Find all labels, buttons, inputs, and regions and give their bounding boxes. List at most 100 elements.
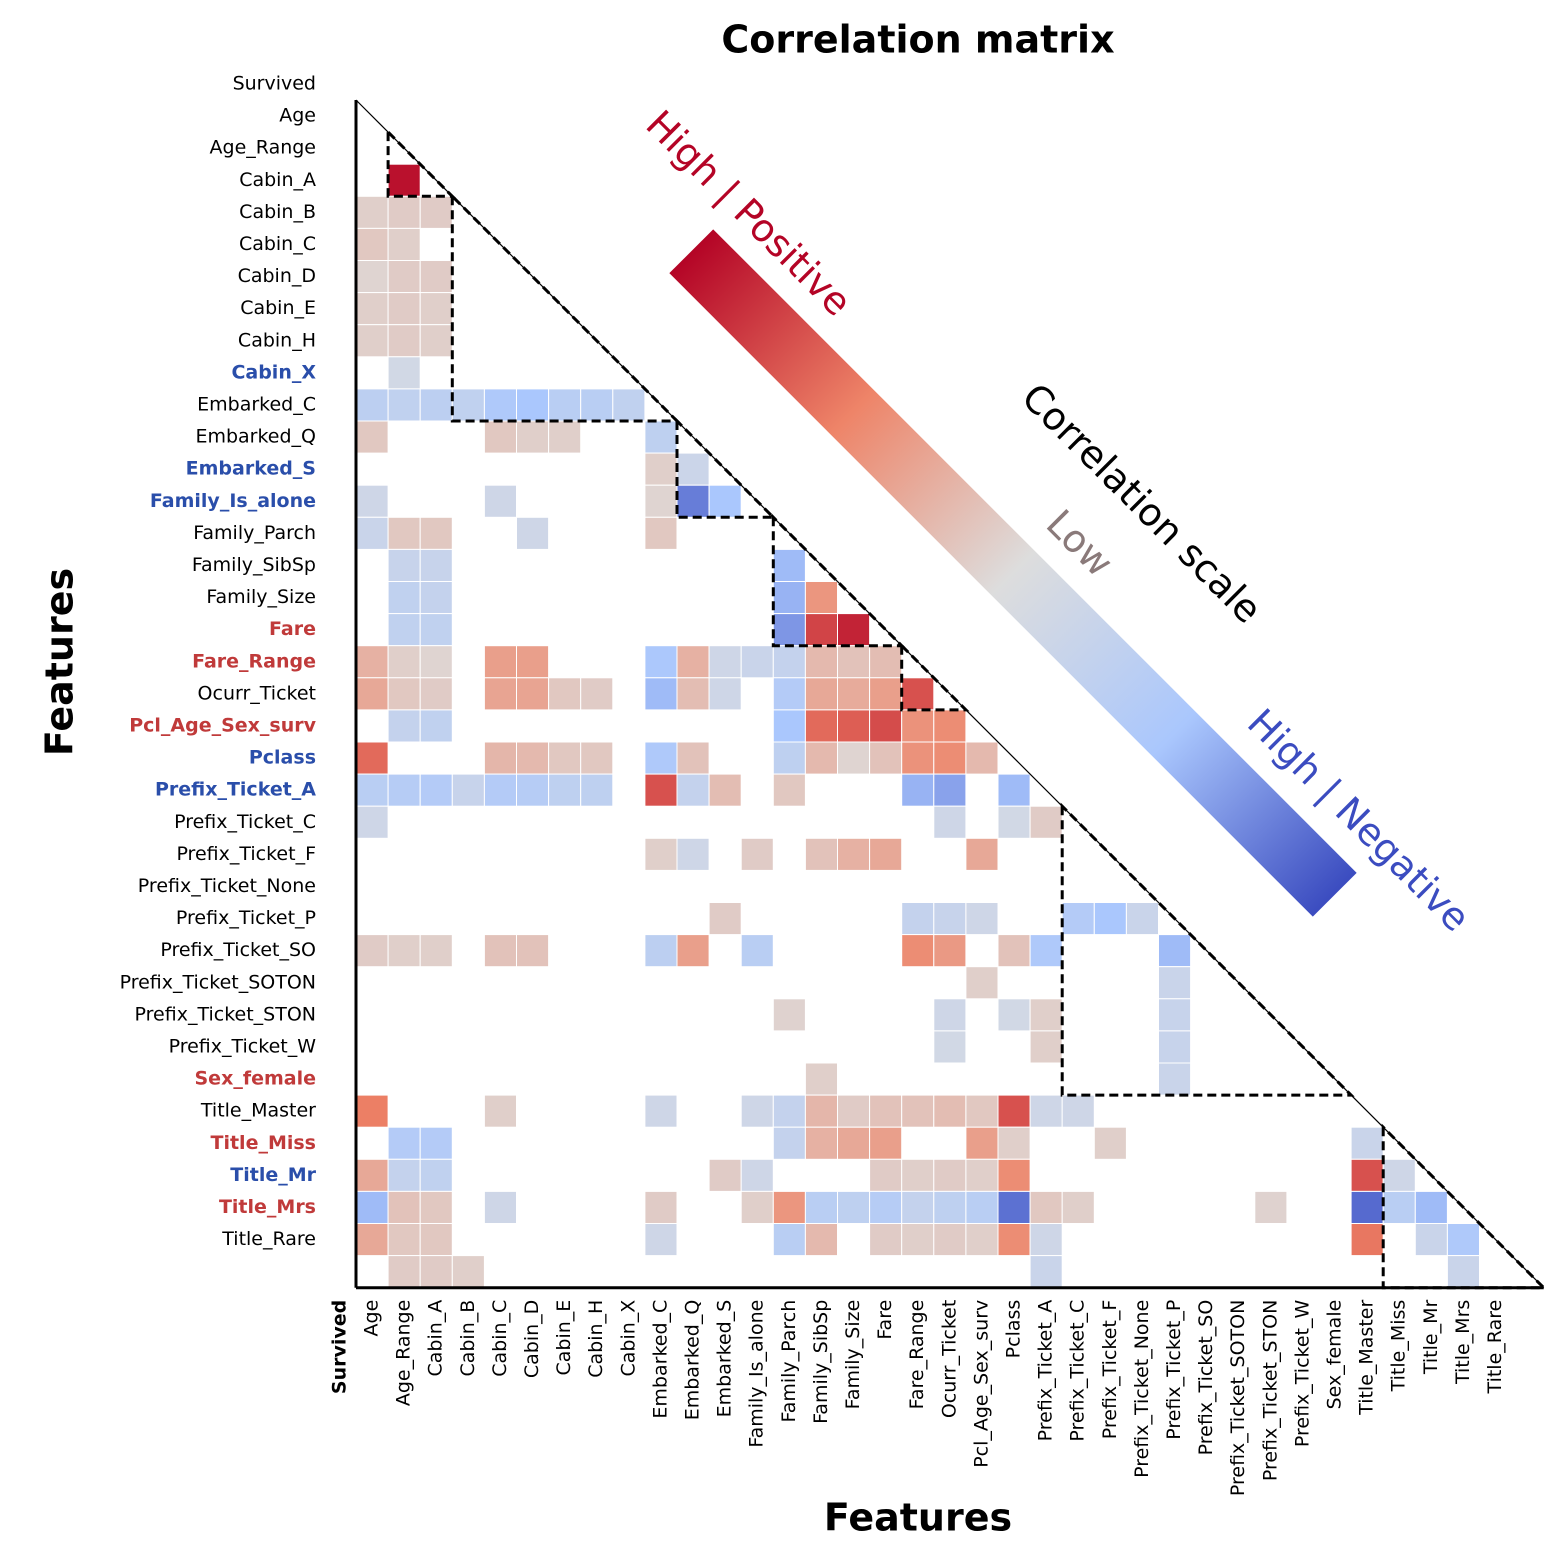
cell-title-miss-fare-range: [933, 1158, 967, 1192]
y-tick-embarked-c: Embarked_C: [197, 393, 316, 415]
cell-title-mr-age-range: [419, 1190, 453, 1225]
y-tick-prefix-ticket-soton: Prefix_Ticket_SOTON: [120, 971, 316, 993]
cell-prefix-ticket-c-family-parch: [804, 837, 839, 871]
x-tick-prefix-ticket-f: Prefix_Ticket_F: [1099, 1300, 1121, 1440]
cell-cabin-h-age: [387, 356, 421, 390]
x-tick-title-master: Title_Master: [1356, 1300, 1378, 1416]
cell-pcl-age-sex-surv-family-size: [869, 741, 903, 775]
y-tick-title-mrs: Title_Mrs: [219, 1196, 316, 1218]
cell-fare-range-family-is-alone: [772, 677, 806, 711]
cell-title-miss-age: [387, 1158, 421, 1192]
cell-prefix-ticket-a-survived: [355, 805, 389, 839]
cell-embarked-q-embarked-c: [676, 452, 710, 486]
y-tick-prefix-ticket-none: Prefix_Ticket_None: [138, 875, 316, 897]
cell-fare-range-embarked-c: [676, 677, 710, 711]
cell-prefix-ticket-p-prefix-ticket-none: [1158, 934, 1192, 968]
cell-cabin-x-cabin-e: [580, 388, 614, 422]
cell-prefix-ticket-c-ocurr-ticket: [965, 837, 999, 871]
y-tick-pclass: Pclass: [249, 747, 316, 769]
cell-prefix-ticket-p-fare: [901, 934, 935, 968]
cell-prefix-ticket-p-age-range: [419, 934, 453, 968]
cell-embarked-s-survived: [355, 484, 389, 518]
x-tick-cabin-d: Cabin_D: [521, 1300, 543, 1378]
cell-title-mr-family-is-alone: [772, 1190, 806, 1225]
cell-title-miss-ocurr-ticket: [965, 1158, 999, 1192]
cell-pcl-age-sex-surv-cabin-d: [548, 741, 582, 775]
cell-pclass-survived: [355, 773, 389, 807]
cell-cabin-c-age-range: [419, 260, 453, 294]
y-tick-title-miss: Title_Miss: [211, 1132, 317, 1154]
cell-title-mrs-family-is-alone: [772, 1223, 806, 1257]
cell-prefix-ticket-none-fare: [901, 902, 935, 936]
y-tick-prefix-ticket-w: Prefix_Ticket_W: [169, 1035, 317, 1057]
x-tick-cabin-x: Cabin_X: [617, 1300, 639, 1377]
x-tick-cabin-a: Cabin_A: [425, 1300, 447, 1377]
x-axis-label: Features: [824, 1496, 1012, 1540]
cell-title-master-family-size: [869, 1126, 903, 1160]
cell-fare-range-family-size: [869, 677, 903, 711]
cell-prefix-ticket-a-pclass: [1029, 805, 1063, 839]
cell-title-master-family-parch: [804, 1126, 839, 1160]
cell-title-rare-age-range: [419, 1255, 453, 1289]
cell-cabin-d-age-range: [419, 292, 453, 326]
cell-cabin-c-survived: [355, 260, 389, 294]
y-tick-embarked-s: Embarked_S: [186, 458, 316, 480]
y-tick-prefix-ticket-f: Prefix_Ticket_F: [176, 843, 316, 865]
cell-title-mrs-title-mr: [1446, 1223, 1481, 1257]
cell-family-sibsp-age-range: [419, 581, 453, 615]
cell-title-miss-title-master: [1382, 1158, 1416, 1192]
y-tick-title-rare: Title_Rare: [221, 1228, 316, 1250]
y-tick-cabin-a: Cabin_A: [239, 169, 316, 191]
cell-fare-survived: [355, 645, 389, 679]
cell-fare-range-cabin-x: [644, 677, 678, 711]
heatmap-cells: [355, 163, 1481, 1289]
cell-prefix-ticket-none-fare-range: [933, 902, 967, 936]
cell-sex-female-family-sibsp: [837, 1094, 871, 1128]
cell-fare-range-fare: [901, 677, 935, 711]
cell-title-mr-age: [387, 1190, 421, 1225]
cell-title-mrs-title-miss: [1414, 1223, 1448, 1257]
cell-cabin-x-age: [387, 388, 421, 422]
cell-fare-age: [387, 645, 421, 679]
x-tick-family-parch: Family_Parch: [778, 1300, 800, 1423]
cell-prefix-ticket-p-pcl-age-sex-surv: [997, 934, 1031, 968]
x-tick-cabin-b: Cabin_B: [457, 1300, 479, 1377]
cell-pcl-age-sex-surv-family-parch: [804, 741, 839, 775]
cell-family-parch-age-range: [419, 548, 453, 583]
cell-prefix-ticket-none-ocurr-ticket: [965, 902, 999, 936]
cell-title-miss-family-size: [869, 1158, 903, 1192]
cell-title-miss-survived: [355, 1158, 389, 1192]
x-tick-fare-range: Fare_Range: [906, 1300, 928, 1410]
cell-pcl-age-sex-surv-cabin-x: [644, 741, 678, 775]
cell-pclass-family-is-alone: [772, 773, 806, 807]
y-tick-embarked-q: Embarked_Q: [195, 426, 316, 448]
frame-diagonal: [355, 99, 1545, 1289]
cell-prefix-ticket-soton-fare-range: [933, 998, 967, 1032]
y-tick-fare: Fare: [269, 618, 316, 640]
cell-fare-range-age: [387, 677, 421, 711]
x-tick-survived: Survived: [328, 1300, 350, 1394]
cell-fare-range-embarked-q: [708, 677, 742, 711]
x-tick-title-miss: Title_Miss: [1388, 1300, 1410, 1393]
cell-prefix-ticket-p-cabin-x: [644, 934, 678, 968]
cell-prefix-ticket-w-prefix-ticket-none: [1158, 1062, 1192, 1096]
cell-pclass-age: [387, 773, 421, 807]
cell-family-parch-age: [387, 548, 421, 583]
cell-prefix-ticket-p-embarked-s: [740, 934, 774, 968]
cell-pcl-age-sex-surv-survived: [355, 741, 389, 775]
cell-family-parch-family-is-alone: [772, 548, 806, 583]
x-tick-ocurr-ticket: Ocurr_Ticket: [938, 1300, 960, 1418]
cell-embarked-s-embarked-q: [708, 484, 742, 518]
cell-title-mr-pclass: [1029, 1190, 1063, 1225]
cell-prefix-ticket-ston-fare-range: [933, 1030, 967, 1064]
cell-cabin-b-survived: [355, 227, 389, 261]
cell-pcl-age-sex-surv-cabin-b: [483, 741, 517, 775]
legend-gradient-bar: [669, 229, 1357, 917]
cell-title-miss-age-range: [419, 1158, 453, 1192]
cell-title-mr-cabin-x: [644, 1190, 678, 1225]
cell-title-mr-prefix-ticket-a: [1061, 1190, 1095, 1225]
cell-fare-range-age-range: [419, 677, 453, 711]
y-tick-prefix-ticket-a: Prefix_Ticket_A: [155, 779, 316, 801]
cell-sex-female-ocurr-ticket: [965, 1094, 999, 1128]
chart-title: Correlation matrix: [721, 18, 1114, 62]
